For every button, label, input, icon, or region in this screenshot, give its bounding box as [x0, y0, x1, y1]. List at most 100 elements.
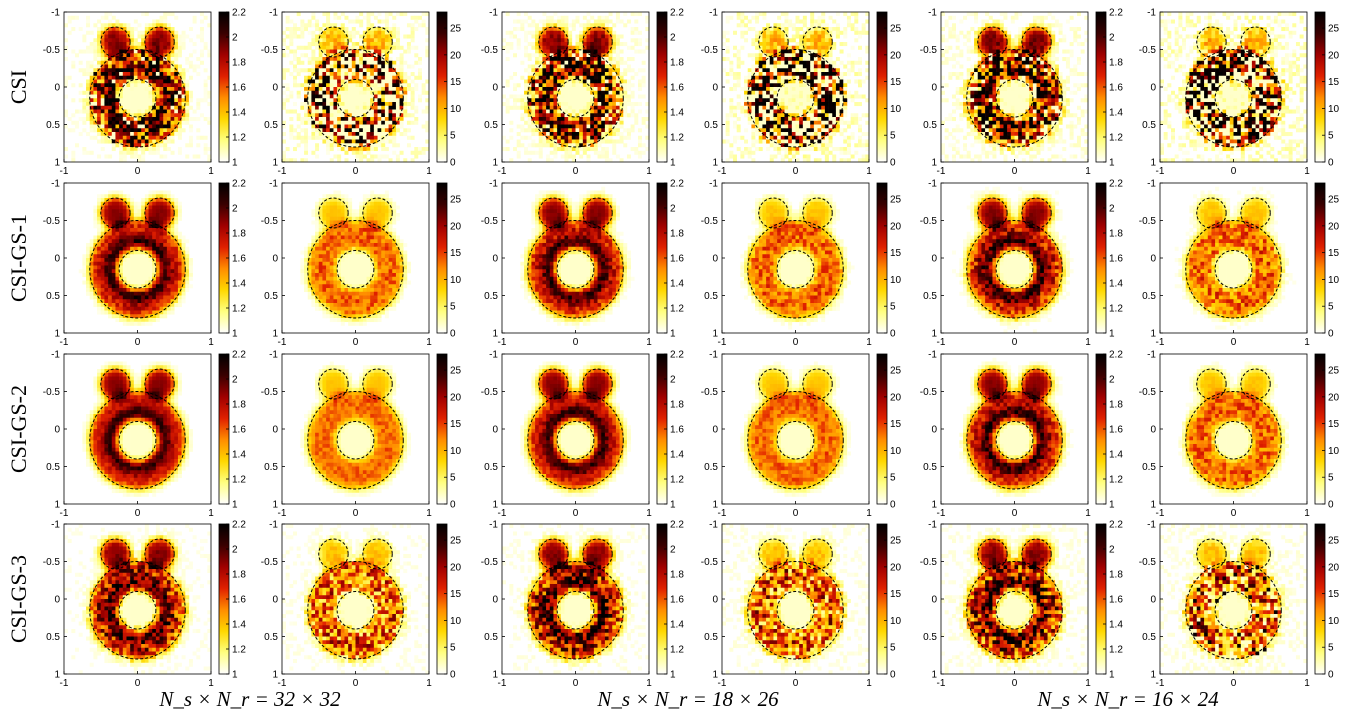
heatmap-cell [193, 155, 197, 159]
heatmap-cell [952, 95, 956, 99]
heatmap-cell [550, 61, 554, 65]
heatmap-cell [104, 80, 108, 84]
heatmap-cell [941, 91, 945, 95]
heatmap-cell [359, 117, 363, 121]
heatmap-cell [612, 83, 616, 87]
heatmap-cell [517, 95, 521, 99]
heatmap-cell [400, 61, 404, 65]
heatmap-cell [781, 147, 785, 151]
heatmap-cell [289, 136, 293, 140]
heatmap-cell [561, 20, 565, 24]
heatmap-cell [992, 50, 996, 54]
heatmap-cell [82, 68, 86, 72]
heatmap-cell [200, 50, 204, 54]
heatmap-cell [352, 95, 356, 99]
heatmap-cell [803, 121, 807, 125]
heatmap-cell [141, 12, 145, 16]
heatmap-cell [97, 95, 101, 99]
heatmap-cell [751, 102, 755, 106]
heatmap-cell [762, 117, 766, 121]
heatmap-cell [601, 98, 605, 102]
heatmap-cell [803, 147, 807, 151]
heatmap-cell [174, 57, 178, 61]
heatmap-cell [115, 46, 119, 50]
heatmap-cell [174, 132, 178, 136]
heatmap-cell [590, 136, 594, 140]
heatmap-cell [605, 87, 609, 91]
heatmap-cell [374, 87, 378, 91]
heatmap-cell [821, 80, 825, 84]
heatmap-cell [546, 38, 550, 42]
colorbar-tick-label: 15 [450, 77, 462, 88]
heatmap-cell [740, 16, 744, 20]
heatmap-cell [832, 155, 836, 159]
heatmap-cell [138, 132, 142, 136]
heatmap-cell [590, 68, 594, 72]
heatmap-cell [152, 42, 156, 46]
heatmap-cell [374, 155, 378, 159]
heatmap-cell [528, 143, 532, 147]
heatmap-cell [333, 46, 337, 50]
heatmap-cell [330, 98, 334, 102]
heatmap-cell [981, 106, 985, 110]
heatmap-cell [356, 68, 360, 72]
heatmap-cell [810, 65, 814, 69]
heatmap-cell [773, 35, 777, 39]
heatmap-cell [981, 46, 985, 50]
heatmap-cell [163, 76, 167, 80]
heatmap-cell [319, 98, 323, 102]
heatmap-cell [744, 113, 748, 117]
heatmap-cell [385, 80, 389, 84]
heatmap-cell [359, 20, 363, 24]
heatmap-cell [330, 125, 334, 129]
heatmap-cell [524, 110, 528, 114]
heatmap-cell [141, 102, 145, 106]
heatmap-cell [97, 80, 101, 84]
heatmap-cell [319, 57, 323, 61]
heatmap-cell [374, 136, 378, 140]
heatmap-cell [367, 31, 371, 35]
heatmap-cell [411, 16, 415, 20]
heatmap-cell [531, 80, 535, 84]
heatmap-cell [108, 38, 112, 42]
heatmap-cell [627, 128, 631, 132]
heatmap-cell [576, 102, 580, 106]
heatmap-cell [766, 102, 770, 106]
heatmap-cell [363, 65, 367, 69]
heatmap-cell [322, 128, 326, 132]
heatmap-cell [407, 76, 411, 80]
heatmap-cell [535, 143, 539, 147]
heatmap-cell [770, 102, 774, 106]
heatmap-cell [178, 65, 182, 69]
heatmap-cell [612, 147, 616, 151]
heatmap-cell [985, 87, 989, 91]
heatmap-cell [68, 128, 72, 132]
heatmap-cell [952, 147, 956, 151]
heatmap-cell [322, 46, 326, 50]
heatmap-cell [594, 125, 598, 129]
heatmap-cell [594, 151, 598, 155]
heatmap-cell [315, 110, 319, 114]
heatmap-cell [553, 42, 557, 46]
heatmap-cell [126, 61, 130, 65]
heatmap-cell [623, 87, 627, 91]
heatmap-cell [583, 106, 587, 110]
heatmap-cell [553, 57, 557, 61]
heatmap-cell [86, 87, 90, 91]
heatmap-cell [755, 53, 759, 57]
heatmap-cell [539, 76, 543, 80]
heatmap-cell [814, 125, 818, 129]
heatmap-cell [418, 61, 422, 65]
heatmap-cell [601, 76, 605, 80]
heatmap-cell [773, 132, 777, 136]
heatmap-cell [178, 151, 182, 155]
heatmap-cell [836, 128, 840, 132]
heatmap-cell [535, 27, 539, 31]
heatmap-cell [605, 121, 609, 125]
heatmap-cell [858, 140, 862, 144]
heatmap-cell [825, 151, 829, 155]
heatmap-cell [68, 117, 72, 121]
heatmap-cell [319, 132, 323, 136]
heatmap-cell [818, 125, 822, 129]
heatmap-cell [145, 87, 149, 91]
